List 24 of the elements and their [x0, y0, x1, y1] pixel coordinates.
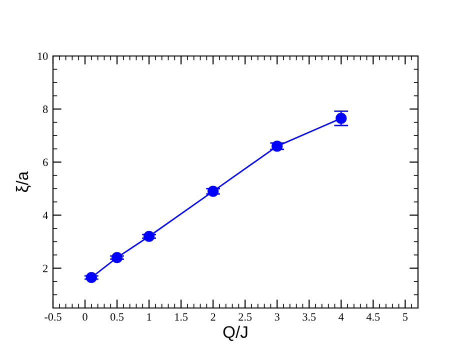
x-tick-label: 3.5 — [302, 313, 316, 321]
y-tick-label: 6 — [43, 158, 48, 166]
point — [86, 272, 97, 284]
x-tick-label: 4 — [338, 313, 344, 321]
y-tick-label: 2 — [43, 264, 48, 272]
x-tick-label: 3 — [274, 313, 280, 321]
point — [143, 230, 155, 242]
x-tick-label: 0.5 — [110, 313, 124, 321]
x-tick-label: 4.5 — [366, 313, 380, 321]
y-tick-label: 4 — [42, 212, 48, 220]
y-tick-label: 8 — [43, 106, 48, 114]
point — [111, 252, 123, 264]
x-tick-label: 5 — [403, 313, 408, 321]
x-axis-title: Q/J — [223, 326, 248, 341]
x-tick-label: -0.5 — [44, 313, 62, 321]
x-tick-label: 1.5 — [175, 313, 188, 321]
x-tick-label: 2.5 — [238, 313, 252, 321]
point — [272, 140, 283, 152]
y-axis-title: ξ/a — [16, 171, 31, 192]
point — [208, 186, 219, 197]
x-tick-label: 0 — [82, 313, 88, 321]
y-tick-label: 10 — [38, 52, 48, 60]
x-tick-label: 1 — [147, 313, 152, 321]
x-tick-label: 2 — [210, 313, 216, 321]
